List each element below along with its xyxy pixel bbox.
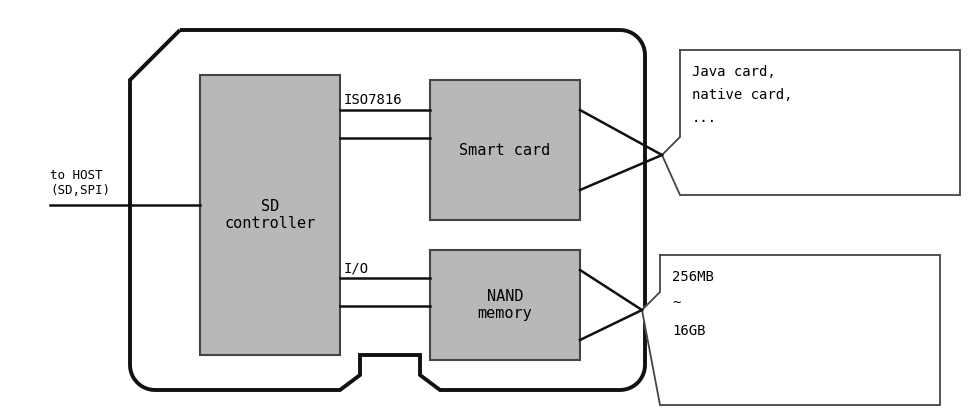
Text: ISO7816: ISO7816 xyxy=(344,93,403,107)
Text: NAND
memory: NAND memory xyxy=(478,289,532,321)
Polygon shape xyxy=(130,30,645,390)
Text: Smart card: Smart card xyxy=(459,142,551,158)
Bar xyxy=(200,75,340,355)
Polygon shape xyxy=(642,255,940,405)
Bar xyxy=(430,250,580,360)
Text: I/O: I/O xyxy=(344,261,369,275)
Text: 256MB
~
16GB: 256MB ~ 16GB xyxy=(672,270,714,339)
Text: Java card,
native card,
...: Java card, native card, ... xyxy=(692,65,792,124)
Polygon shape xyxy=(662,50,960,195)
Text: SD
controller: SD controller xyxy=(225,199,316,231)
Bar xyxy=(430,80,580,220)
Text: to HOST
(SD,SPI): to HOST (SD,SPI) xyxy=(50,169,110,197)
